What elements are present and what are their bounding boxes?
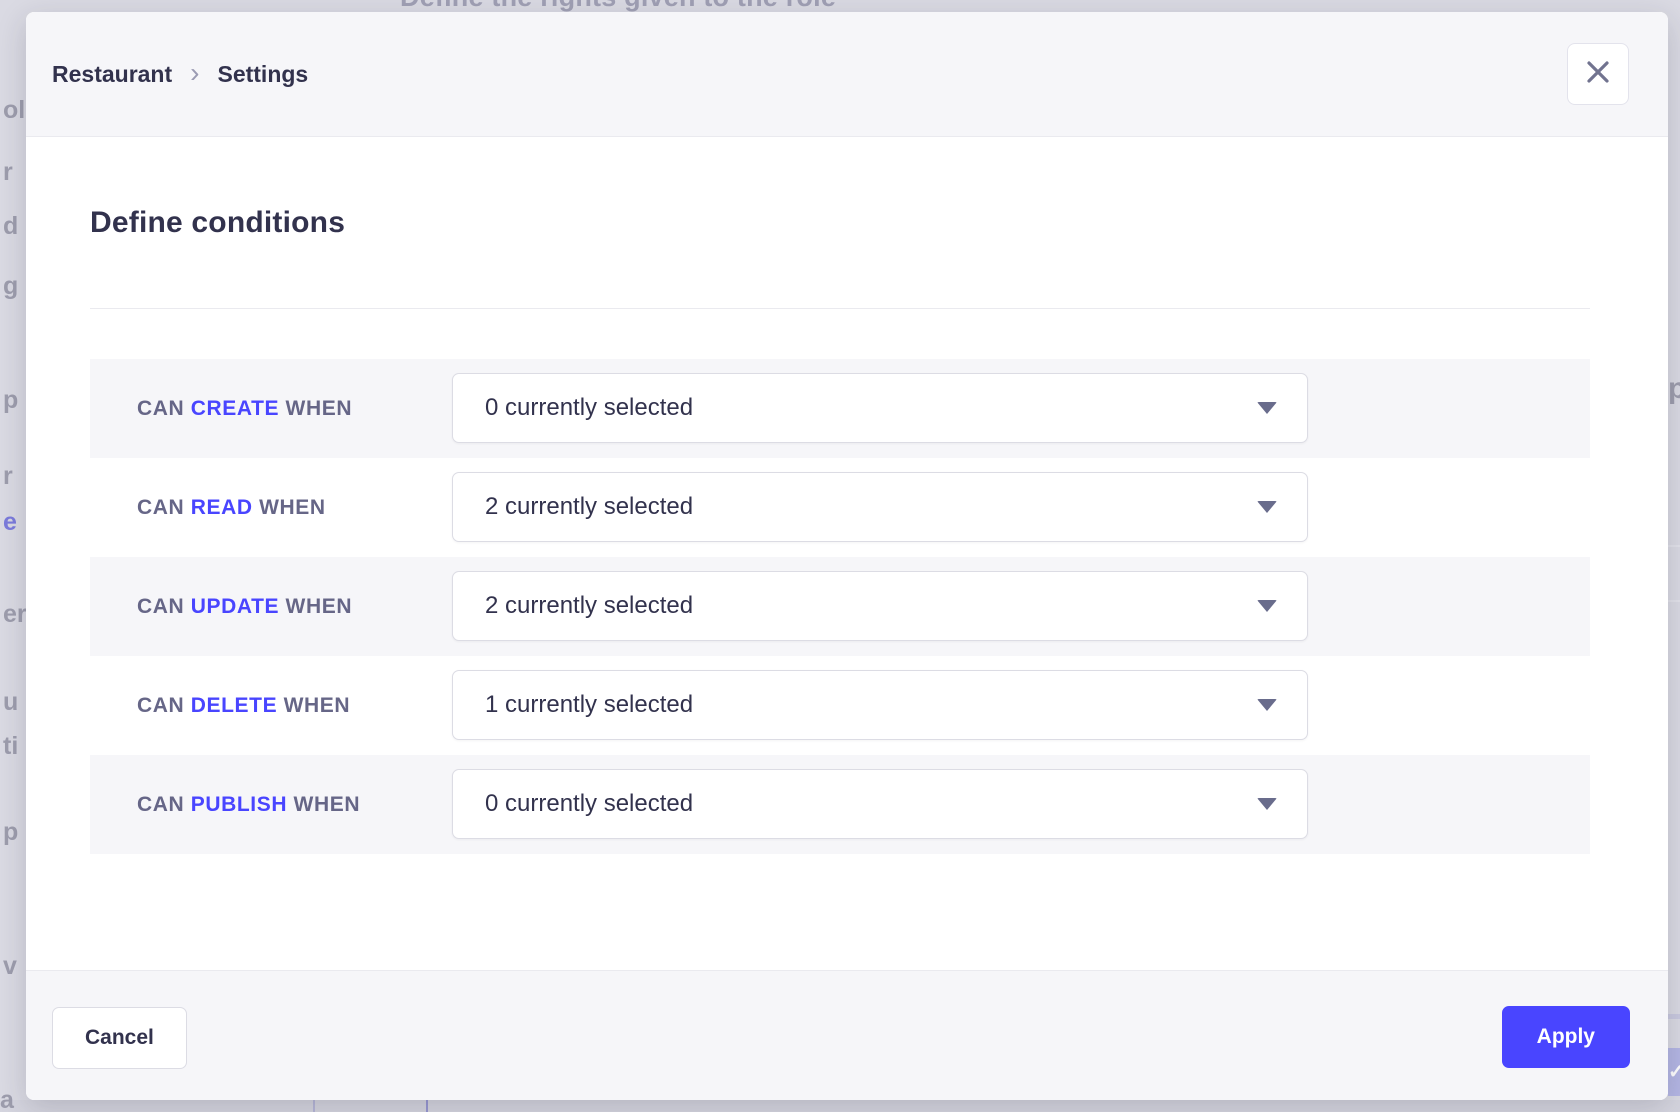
- background-right-strip: p ✓: [1668, 0, 1680, 1112]
- condition-select-publish[interactable]: 0 currently selected: [452, 769, 1308, 839]
- breadcrumb: Restaurant › Settings: [52, 12, 308, 137]
- label-when: WHEN: [252, 495, 326, 519]
- background-text-fragment: v: [3, 952, 17, 980]
- select-value: 2 currently selected: [485, 493, 694, 520]
- background-page-title: Define the rights given to the role: [400, 0, 836, 12]
- define-conditions-modal: Restaurant › Settings Define conditions …: [26, 12, 1668, 1100]
- select-value: 0 currently selected: [485, 394, 694, 421]
- background-text-fragment: r: [3, 462, 13, 490]
- label-when: WHEN: [277, 693, 351, 717]
- background-table-border: [313, 1100, 315, 1112]
- label-can: CAN: [137, 495, 191, 519]
- select-value: 0 currently selected: [485, 790, 694, 817]
- cancel-button[interactable]: Cancel: [52, 1007, 187, 1069]
- close-button[interactable]: [1567, 43, 1629, 105]
- background-text-fragment: er: [3, 600, 26, 628]
- background-divider: [1668, 545, 1680, 547]
- background-text-fragment: g: [3, 272, 19, 300]
- condition-select-read[interactable]: 2 currently selected: [452, 472, 1308, 542]
- title-divider: [90, 308, 1590, 309]
- label-action: PUBLISH: [190, 792, 288, 816]
- permission-row-create: CAN CREATE WHEN 0 currently selected: [90, 359, 1590, 458]
- permission-label: CAN PUBLISH WHEN: [137, 755, 360, 854]
- background-text-fragment: r: [3, 158, 13, 186]
- chevron-down-icon: [1257, 402, 1277, 414]
- select-value: 1 currently selected: [485, 691, 694, 718]
- background-text-fragment: d: [3, 212, 19, 240]
- label-when: WHEN: [279, 594, 353, 618]
- background-text-fragment: a: [0, 1086, 14, 1112]
- close-icon: [1583, 57, 1613, 92]
- label-can: CAN: [137, 396, 191, 420]
- page-title: Define conditions: [90, 206, 346, 239]
- permission-label: CAN UPDATE WHEN: [137, 557, 352, 656]
- background-text-fragment: p: [1668, 372, 1680, 405]
- condition-select-update[interactable]: 2 currently selected: [452, 571, 1308, 641]
- background-divider: [1668, 600, 1680, 602]
- chevron-down-icon: [1257, 501, 1277, 513]
- background-bottom-strip: a: [0, 1086, 1680, 1112]
- background-left-strip: ol r d g p r e er u ti p v: [0, 0, 26, 1112]
- label-action: READ: [190, 495, 253, 519]
- breadcrumb-item-restaurant[interactable]: Restaurant: [52, 61, 173, 87]
- permission-row-publish: CAN PUBLISH WHEN 0 currently selected: [90, 755, 1590, 854]
- permission-row-read: CAN READ WHEN 2 currently selected: [90, 458, 1590, 557]
- background-text-fragment: ti: [3, 732, 19, 760]
- label-action: CREATE: [190, 396, 280, 420]
- label-can: CAN: [137, 693, 191, 717]
- breadcrumb-item-settings: Settings: [217, 61, 309, 87]
- condition-select-delete[interactable]: 1 currently selected: [452, 670, 1308, 740]
- permission-label: CAN READ WHEN: [137, 458, 326, 557]
- permission-label: CAN CREATE WHEN: [137, 359, 352, 458]
- label-when: WHEN: [279, 396, 353, 420]
- background-text-fragment: u: [3, 688, 19, 716]
- modal-footer: Cancel Apply: [26, 970, 1668, 1100]
- permission-label: CAN DELETE WHEN: [137, 656, 350, 755]
- background-divider: [1668, 1014, 1680, 1019]
- label-when: WHEN: [287, 792, 361, 816]
- background-top-strip: Define the rights given to the role: [0, 0, 1680, 12]
- permission-row-delete: CAN DELETE WHEN 1 currently selected: [90, 656, 1590, 755]
- background-text-fragment: e: [3, 508, 17, 536]
- background-table-border: [426, 1100, 428, 1112]
- label-action: DELETE: [190, 693, 278, 717]
- background-text-fragment: p: [3, 818, 19, 846]
- modal-header: Restaurant › Settings: [26, 12, 1668, 137]
- chevron-down-icon: [1257, 798, 1277, 810]
- permission-row-update: CAN UPDATE WHEN 2 currently selected: [90, 557, 1590, 656]
- label-action: UPDATE: [190, 594, 280, 618]
- select-value: 2 currently selected: [485, 592, 694, 619]
- conditions-list: CAN CREATE WHEN 0 currently selected CAN…: [90, 359, 1590, 854]
- background-text-fragment: ol: [3, 96, 26, 124]
- chevron-right-icon: ›: [190, 56, 200, 88]
- chevron-down-icon: [1257, 600, 1277, 612]
- background-selected-row-fragment: ✓: [1668, 1048, 1680, 1096]
- background-text-fragment: p: [3, 386, 19, 414]
- apply-button[interactable]: Apply: [1501, 1006, 1630, 1068]
- label-can: CAN: [137, 792, 191, 816]
- condition-select-create[interactable]: 0 currently selected: [452, 373, 1308, 443]
- label-can: CAN: [137, 594, 191, 618]
- chevron-down-icon: [1257, 699, 1277, 711]
